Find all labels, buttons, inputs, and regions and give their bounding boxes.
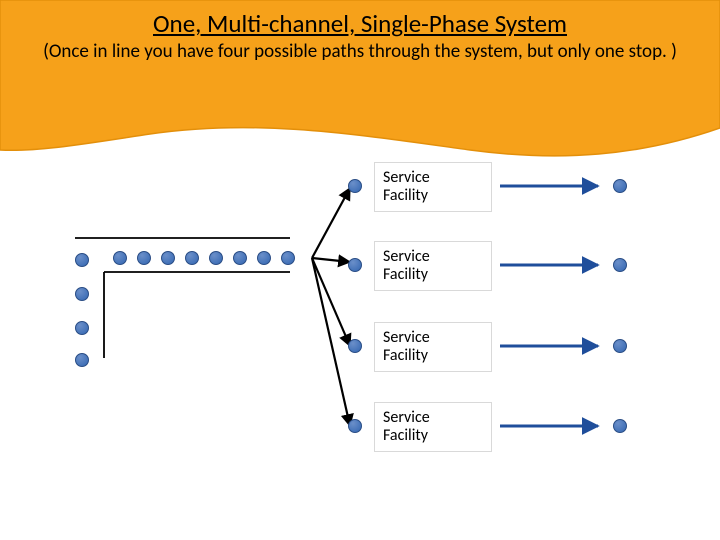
queue-dot — [76, 322, 89, 335]
output-dot — [614, 420, 627, 433]
service-facility-box: Service Facility — [374, 402, 492, 452]
queue-dot — [162, 252, 175, 265]
queue-dot — [76, 254, 89, 267]
dispatch-arrow — [312, 258, 350, 426]
output-dot — [614, 180, 627, 193]
background-layer — [0, 0, 720, 540]
queue-dot — [76, 288, 89, 301]
service-dot — [349, 420, 362, 433]
service-facility-box: Service Facility — [374, 162, 492, 212]
queue-dot — [210, 252, 223, 265]
service-facility-label: Service Facility — [383, 169, 430, 206]
dispatch-arrow — [312, 258, 350, 346]
queue-dot — [186, 252, 199, 265]
service-facility-label: Service Facility — [383, 409, 430, 446]
service-facility-box: Service Facility — [374, 241, 492, 291]
output-dot — [614, 340, 627, 353]
queue-dot — [76, 354, 89, 367]
dispatch-arrow — [312, 188, 350, 258]
service-facility-label: Service Facility — [383, 329, 430, 366]
output-dot — [614, 259, 627, 272]
queue-dot — [282, 252, 295, 265]
slide-subtitle: (Once in line you have four possible pat… — [20, 40, 700, 63]
queue-dot — [138, 252, 151, 265]
queue-dot — [234, 252, 247, 265]
queue-dot — [114, 252, 127, 265]
service-dot — [349, 259, 362, 272]
slide-title: One, Multi-channel, Single-Phase System — [0, 8, 720, 39]
service-facility-box: Service Facility — [374, 322, 492, 372]
service-dot — [349, 180, 362, 193]
slide: One, Multi-channel, Single-Phase System … — [0, 0, 720, 540]
service-facility-label: Service Facility — [383, 248, 430, 285]
service-dot — [349, 340, 362, 353]
dispatch-arrow — [312, 258, 350, 262]
queue-dot — [258, 252, 271, 265]
